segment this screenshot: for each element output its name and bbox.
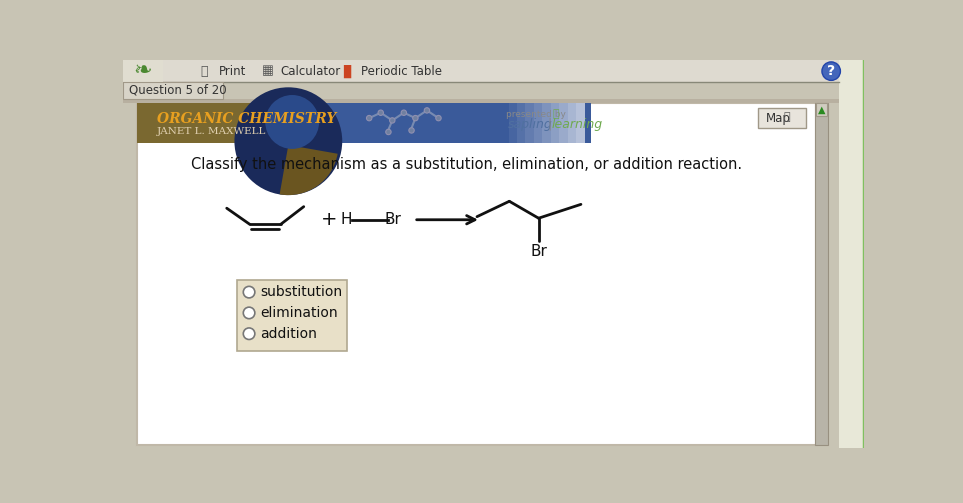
Text: ▦: ▦ [262,65,273,77]
Circle shape [244,307,255,319]
Wedge shape [279,145,338,195]
Bar [816,104,827,116]
Text: ?: ? [827,64,835,78]
Text: ▊: ▊ [343,64,352,78]
Bar [551,103,560,143]
Circle shape [244,328,255,340]
Circle shape [386,129,391,135]
Text: Periodic Table: Periodic Table [361,65,442,77]
Bar [137,103,591,143]
Text: 🌿: 🌿 [552,109,559,119]
Circle shape [390,118,395,123]
Circle shape [378,110,383,115]
Circle shape [436,115,441,121]
Circle shape [265,95,319,149]
Text: +: + [321,210,337,229]
Circle shape [409,128,414,133]
Text: sapling: sapling [508,118,553,131]
Bar [517,103,526,143]
Circle shape [234,88,342,195]
Circle shape [244,286,255,298]
Text: Calculator: Calculator [280,65,341,77]
Circle shape [367,115,372,121]
Circle shape [425,108,429,113]
Bar [526,103,534,143]
Bar [758,108,806,128]
Bar [123,60,163,82]
Text: H: H [340,212,351,227]
Text: Br: Br [531,244,547,259]
Bar [137,103,302,143]
Text: Question 5 of 20: Question 5 of 20 [129,84,226,97]
Bar [839,60,865,448]
Bar [560,103,568,143]
Text: ▲: ▲ [818,105,825,115]
Bar [576,103,585,143]
Bar [137,103,816,445]
Bar [237,280,347,351]
Text: Classify the mechanism as a substitution, elimination, or addition reaction.: Classify the mechanism as a substitution… [191,157,742,172]
Text: Map: Map [766,112,791,125]
Text: ❧: ❧ [134,61,152,81]
Text: substitution: substitution [260,285,342,299]
Text: |: | [547,118,551,131]
Bar [123,99,839,103]
Text: learning: learning [552,118,603,131]
Text: addition: addition [260,327,317,341]
Circle shape [822,62,841,80]
Bar [123,82,222,99]
Text: 🖨: 🖨 [200,65,207,77]
Bar [542,103,551,143]
Bar [534,103,542,143]
Bar [815,103,828,445]
Circle shape [402,110,406,115]
Text: JANET L. MAXWELL: JANET L. MAXWELL [157,127,266,136]
Text: ORGANIC CHEMISTRY: ORGANIC CHEMISTRY [157,112,336,126]
Circle shape [413,115,418,121]
Text: Br: Br [384,212,402,227]
Text: Print: Print [219,65,247,77]
Text: presented by: presented by [507,110,566,119]
Bar [508,103,517,143]
Bar [500,103,508,143]
Text: ⛪: ⛪ [783,112,790,122]
Bar [568,103,576,143]
Text: elimination: elimination [260,306,337,320]
Bar [123,60,839,82]
